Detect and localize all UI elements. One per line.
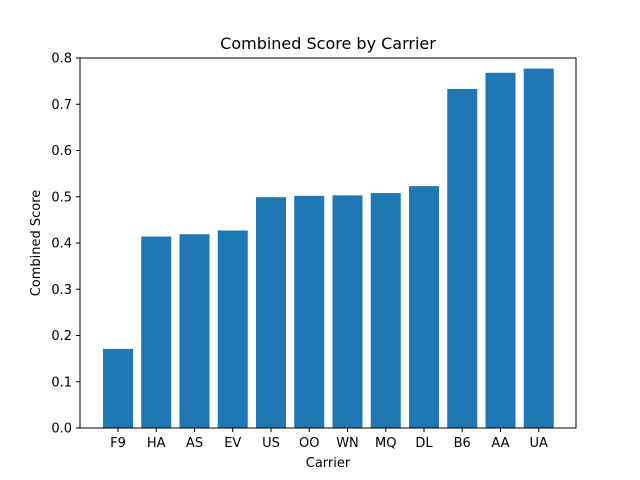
bars-group — [103, 68, 554, 429]
y-axis: 0.0 0.1 0.2 0.3 0.4 0.5 0.6 0.7 0.8 — [51, 52, 80, 437]
bar-b6 — [447, 88, 478, 429]
x-tick-label: B6 — [454, 436, 471, 451]
y-tick-label: 0.6 — [51, 144, 72, 159]
x-tick-label: AA — [491, 436, 509, 451]
bar-ua — [523, 68, 554, 428]
y-tick-label: 0.5 — [51, 190, 72, 205]
bar-dl — [409, 186, 439, 428]
bar-f9 — [103, 348, 133, 428]
x-tick-label: OO — [299, 436, 319, 451]
bar-as — [179, 234, 210, 428]
y-tick-label: 0.7 — [51, 98, 72, 113]
x-axis-label: Carrier — [306, 456, 351, 471]
x-axis: F9 HA AS EV US OO WN MQ DL B6 AA UA — [110, 428, 548, 451]
bar-ev — [217, 230, 248, 428]
y-tick-label: 0.2 — [51, 329, 72, 344]
y-tick-label: 0.8 — [51, 52, 72, 67]
y-axis-label: Combined Score — [29, 190, 44, 297]
x-tick-label: F9 — [110, 436, 126, 451]
y-tick-label: 0.0 — [51, 422, 72, 437]
bar-mq — [370, 193, 401, 428]
x-tick-label: AS — [186, 436, 203, 451]
bar-aa — [485, 72, 516, 429]
bar-ha — [141, 236, 172, 428]
chart-title: Combined Score by Carrier — [220, 34, 436, 53]
bar-oo — [294, 195, 325, 428]
x-tick-label: HA — [147, 436, 166, 451]
y-tick-label: 0.4 — [51, 237, 72, 252]
x-tick-label: EV — [224, 436, 241, 451]
y-tick-label: 0.1 — [51, 375, 72, 390]
x-tick-label: US — [262, 436, 280, 451]
x-tick-label: MQ — [375, 436, 396, 451]
x-tick-label: UA — [530, 436, 549, 451]
y-tick-label: 0.3 — [51, 283, 72, 298]
x-tick-label: WN — [336, 436, 359, 451]
x-tick-label: DL — [415, 436, 433, 451]
bar-us — [256, 197, 286, 428]
bar-wn — [332, 195, 363, 428]
